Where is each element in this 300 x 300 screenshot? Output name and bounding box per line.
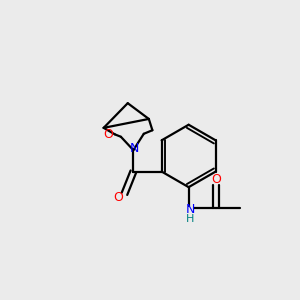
Text: O: O <box>211 173 221 186</box>
Text: N: N <box>185 203 195 216</box>
Text: O: O <box>103 128 113 141</box>
Text: H: H <box>186 214 194 224</box>
Text: O: O <box>113 191 123 204</box>
Text: N: N <box>130 142 140 155</box>
